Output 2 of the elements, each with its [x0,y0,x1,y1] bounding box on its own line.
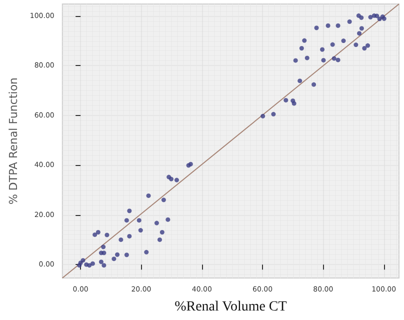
y-axis-title: % DTPA Renal Function [7,77,20,205]
x-axis-title: %Renal Volume CT [174,300,288,314]
